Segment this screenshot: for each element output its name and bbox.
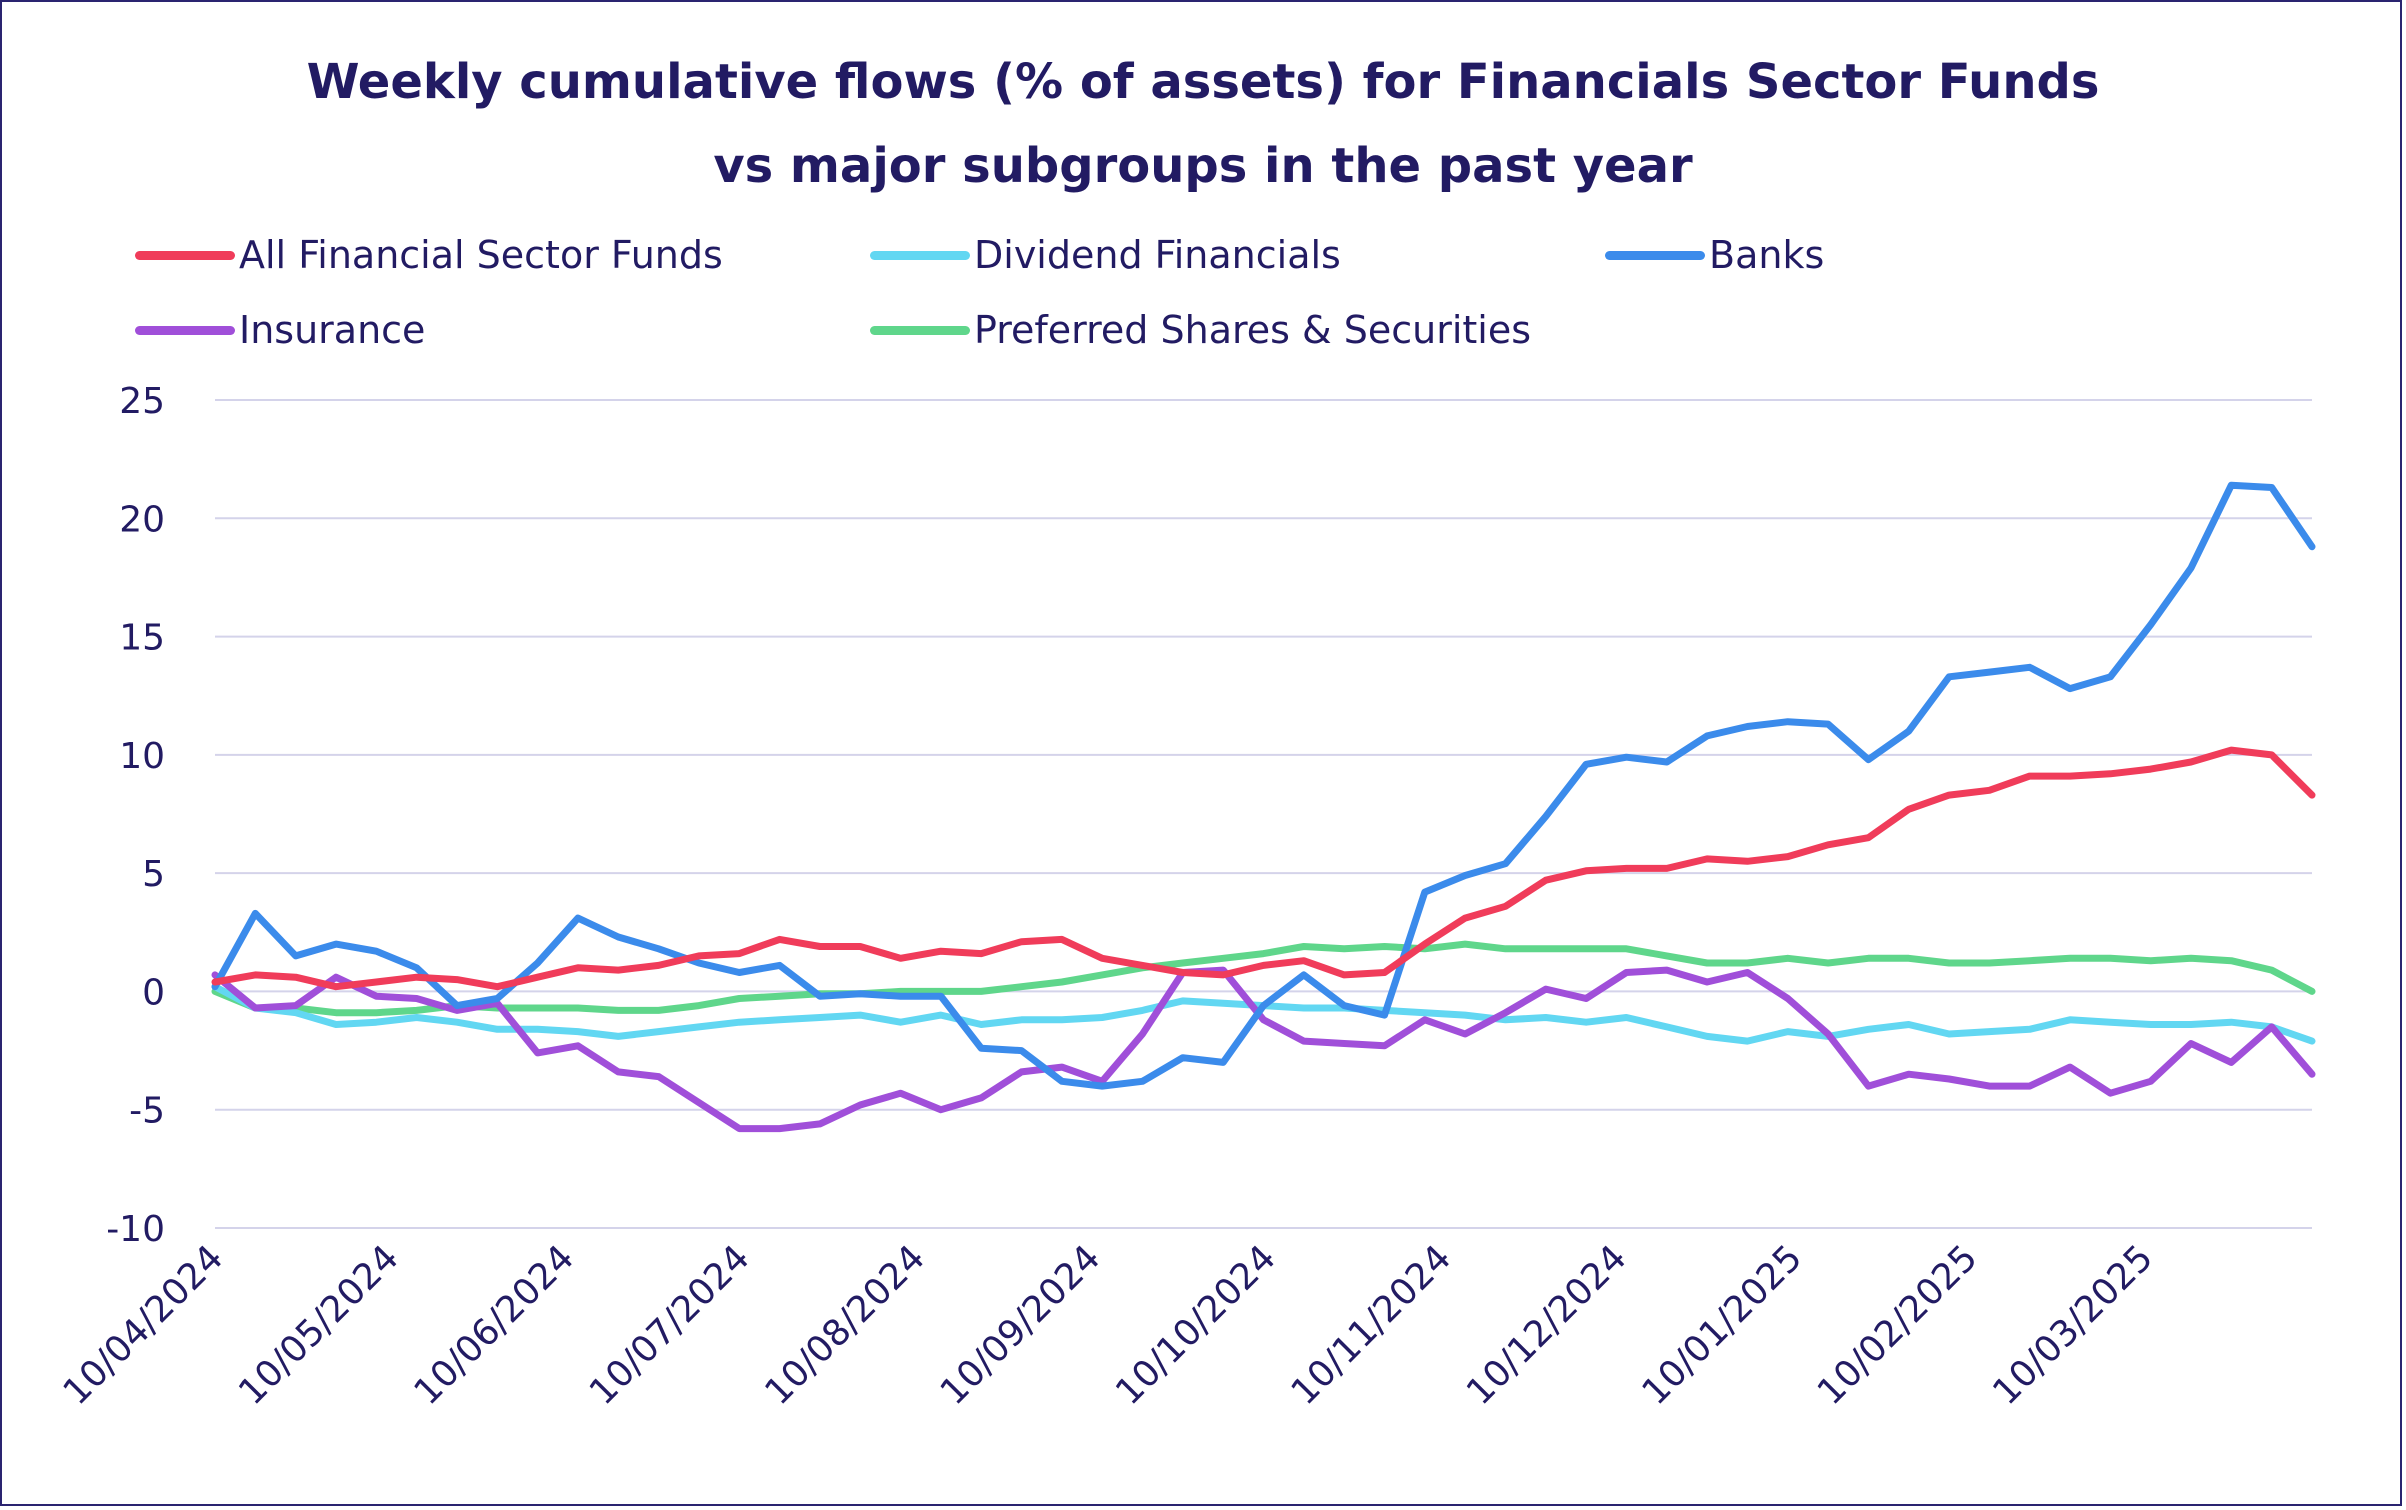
x-tick-label: 10/11/2024	[1284, 1237, 1460, 1413]
y-tick-label: -5	[129, 1091, 165, 1132]
x-tick-label: 10/06/2024	[406, 1237, 582, 1413]
x-tick-label: 10/02/2025	[1810, 1237, 1986, 1413]
x-tick-label: 10/08/2024	[757, 1237, 933, 1413]
x-tick-label: 10/03/2025	[1985, 1237, 2161, 1413]
legend-label-all-financial: All Financial Sector Funds	[239, 233, 723, 277]
y-axis-tick-labels: 25 20 15 10 5 0 -5 -10	[106, 381, 165, 1250]
x-tick-label: 10/05/2024	[231, 1237, 407, 1413]
x-tick-label: 10/09/2024	[933, 1237, 1109, 1413]
series-lines	[211, 481, 2316, 1133]
x-tick-label: 10/10/2024	[1108, 1237, 1284, 1413]
x-axis-tick-labels: 10/04/2024 10/05/2024 10/06/2024 10/07/2024…	[56, 1237, 2161, 1413]
legend-swatch-insurance	[135, 325, 235, 335]
legend-swatch-preferred-shares	[870, 325, 970, 335]
y-tick-label: -10	[106, 1209, 165, 1250]
legend-swatch-all-financial	[135, 250, 235, 260]
series-line-all-financial	[211, 746, 2316, 991]
series-line-banks	[211, 481, 2316, 1090]
chart-title-line-1: Weekly cumulative flows (% of assets) fo…	[306, 54, 2100, 110]
legend-swatch-banks	[1605, 250, 1705, 260]
y-tick-label: 0	[142, 972, 165, 1013]
legend-swatch-dividend-financials	[870, 250, 970, 260]
legend-label-insurance: Insurance	[239, 308, 426, 352]
x-tick-label: 10/07/2024	[582, 1237, 758, 1413]
y-tick-label: 10	[119, 736, 165, 777]
y-tick-label: 15	[119, 618, 165, 659]
y-tick-label: 20	[119, 499, 165, 540]
legend-item-preferred-shares: Preferred Shares & Securities	[870, 305, 1531, 355]
chart-title-line-2: vs major subgroups in the past year	[713, 138, 1693, 194]
legend-label-dividend-financials: Dividend Financials	[974, 233, 1341, 277]
gridlines	[215, 399, 2312, 1229]
series-line-insurance	[211, 966, 2316, 1133]
legend-item-all-financial: All Financial Sector Funds	[135, 230, 723, 280]
series-line-preferred-shares	[211, 940, 2316, 1017]
x-tick-label: 10/01/2025	[1634, 1237, 1810, 1413]
chart-title: Weekly cumulative flows (% of assets) fo…	[0, 40, 2406, 208]
x-tick-label: 10/04/2024	[56, 1237, 232, 1413]
legend-label-preferred-shares: Preferred Shares & Securities	[974, 308, 1532, 352]
legend-label-banks: Banks	[1709, 233, 1825, 277]
series-line-dividend-financials	[211, 983, 2316, 1045]
y-tick-label: 25	[119, 381, 165, 422]
legend-item-dividend-financials: Dividend Financials	[870, 230, 1341, 280]
legend-item-insurance: Insurance	[135, 305, 425, 355]
legend-item-banks: Banks	[1605, 230, 1824, 280]
y-tick-label: 5	[142, 854, 165, 895]
x-tick-label: 10/12/2024	[1459, 1237, 1635, 1413]
